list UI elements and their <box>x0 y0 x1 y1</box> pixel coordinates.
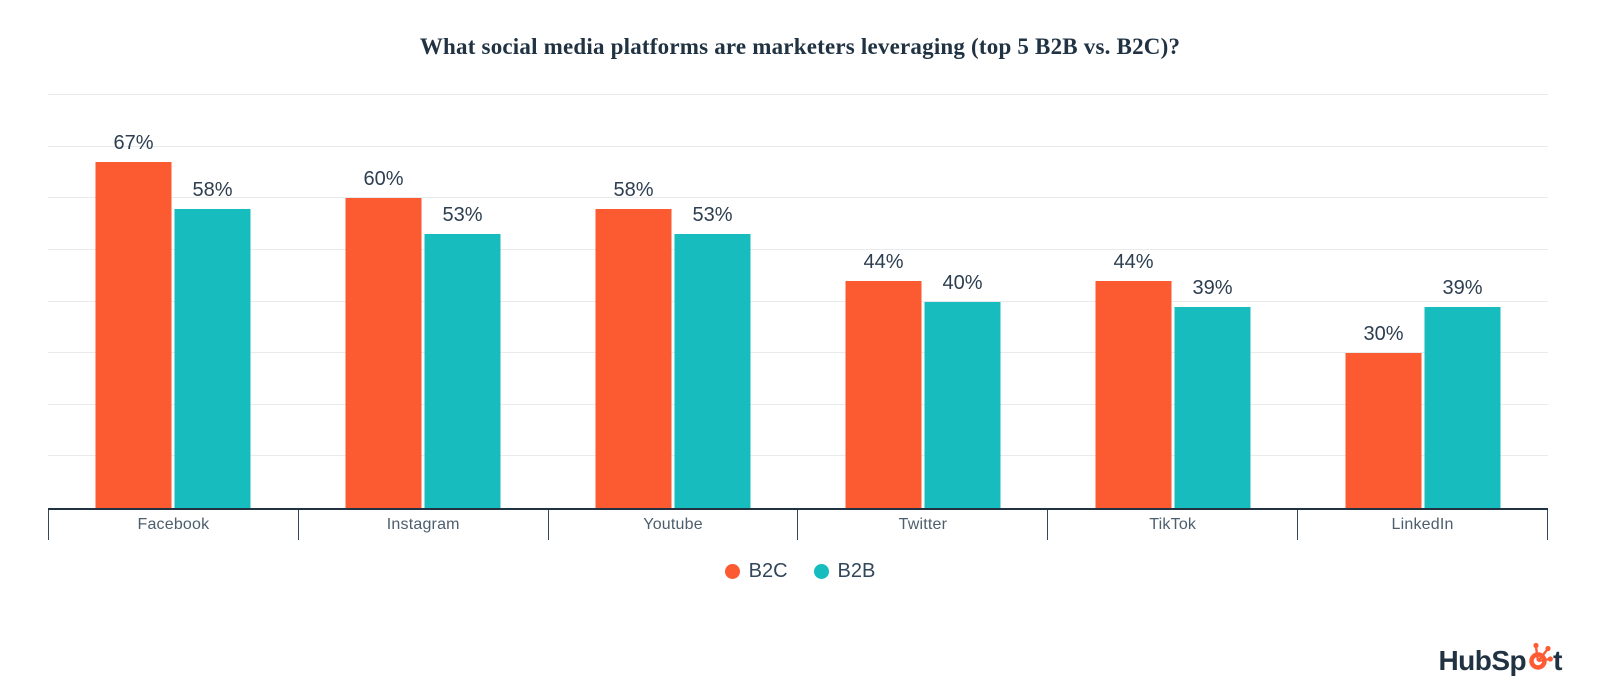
bar-group-twitter: 44% 40% <box>798 95 1048 508</box>
bar-wrap-b2b-twitter: 40% <box>924 95 1001 508</box>
hubspot-logo: HubSp t <box>1438 641 1562 677</box>
bar-value-label-b2c-facebook: 67% <box>113 132 154 155</box>
bar-wrap-b2b-linkedin: 39% <box>1424 95 1501 508</box>
x-axis-label-facebook: Facebook <box>48 510 298 540</box>
bar-value-label-b2c-linkedin: 30% <box>1363 323 1404 346</box>
hubspot-logo-text-prefix: HubSp <box>1438 645 1527 676</box>
bar-wrap-b2c-youtube: 58% <box>595 95 672 508</box>
bar-group-youtube: 58% 53% <box>548 95 798 508</box>
chart-title: What social media platforms are marketer… <box>419 34 1181 59</box>
legend-label-b2c: B2C <box>748 560 788 582</box>
x-axis-label-instagram: Instagram <box>297 510 548 540</box>
bar-b2c-linkedin <box>1345 353 1422 508</box>
hubspot-sprocket-icon <box>1527 641 1554 678</box>
bar-b2b-facebook <box>174 208 251 508</box>
hubspot-logo-text-suffix: t <box>1553 645 1562 676</box>
legend-item-b2c: B2C <box>724 560 788 583</box>
bar-b2c-instagram <box>345 198 422 508</box>
x-axis: Facebook Instagram Youtube Twitter TikTok Lin… <box>48 508 1548 540</box>
bar-wrap-b2b-tiktok: 39% <box>1174 95 1251 508</box>
bar-wrap-b2c-linkedin: 30% <box>1345 95 1422 508</box>
bar-pair-twitter: 44% 40% <box>845 95 1001 508</box>
bar-group-tiktok: 44% 39% <box>1048 95 1298 508</box>
x-axis-label-linkedin: LinkedIn <box>1297 510 1548 540</box>
plot-area: 67% 58% 60% 53% 58% 53% 44% 40% 44% 39% 30% 39% <box>48 94 1548 508</box>
gridline-40 <box>48 300 1548 302</box>
gridline-30 <box>48 352 1548 354</box>
bar-wrap-b2c-tiktok: 44% <box>1095 95 1172 508</box>
bar-pair-facebook: 67% 58% <box>95 95 251 508</box>
gridline-50 <box>48 248 1548 250</box>
legend-dot-b2b-icon <box>813 564 829 579</box>
bar-wrap-b2b-youtube: 53% <box>674 95 751 508</box>
bar-b2c-facebook <box>95 162 172 508</box>
gridline-70 <box>48 145 1548 147</box>
legend-dot-b2c-icon <box>724 564 740 579</box>
bar-b2b-twitter <box>924 301 1001 508</box>
gridline-20 <box>48 403 1548 405</box>
bar-group-linkedin: 30% 39% <box>1298 95 1548 508</box>
bar-wrap-b2c-instagram: 60% <box>345 95 422 508</box>
x-axis-label-twitter: Twitter <box>797 510 1047 540</box>
bar-b2b-linkedin <box>1424 306 1501 508</box>
bar-b2c-twitter <box>845 280 922 508</box>
bar-value-label-b2c-instagram: 60% <box>363 168 404 191</box>
gridline-80 <box>48 94 1548 95</box>
legend: B2C B2B <box>0 560 1600 583</box>
bar-pair-youtube: 58% 53% <box>595 95 751 508</box>
bar-value-label-b2c-tiktok: 44% <box>1113 250 1154 273</box>
legend-item-b2b: B2B <box>813 560 876 583</box>
bar-wrap-b2b-facebook: 58% <box>174 95 251 508</box>
x-axis-label-youtube: Youtube <box>547 510 798 540</box>
bar-value-label-b2c-youtube: 58% <box>613 178 654 201</box>
bar-b2b-instagram <box>424 234 501 508</box>
bar-group-facebook: 67% 58% <box>48 95 298 508</box>
bar-group-instagram: 60% 53% <box>298 95 548 508</box>
bar-value-label-b2b-facebook: 58% <box>192 178 233 201</box>
bar-pair-linkedin: 30% 39% <box>1345 95 1501 508</box>
bar-wrap-b2c-facebook: 67% <box>95 95 172 508</box>
bar-pair-tiktok: 44% 39% <box>1095 95 1251 508</box>
bar-wrap-b2c-twitter: 44% <box>845 95 922 508</box>
x-axis-label-tiktok: TikTok <box>1047 510 1297 540</box>
legend-label-b2b: B2B <box>837 560 876 582</box>
bar-b2b-tiktok <box>1174 306 1251 508</box>
gridline-60 <box>48 197 1548 199</box>
bar-b2c-youtube <box>595 208 672 508</box>
bar-value-label-b2b-twitter: 40% <box>942 271 983 294</box>
bar-value-label-b2b-tiktok: 39% <box>1192 276 1233 299</box>
gridline-10 <box>48 455 1548 457</box>
bar-value-label-b2c-twitter: 44% <box>863 250 904 273</box>
bar-value-label-b2b-linkedin: 39% <box>1442 276 1483 299</box>
bar-value-label-b2b-instagram: 53% <box>442 204 483 227</box>
bar-value-label-b2b-youtube: 53% <box>692 204 733 227</box>
bar-pair-instagram: 60% 53% <box>345 95 501 508</box>
bar-b2c-tiktok <box>1095 280 1172 508</box>
bar-wrap-b2b-instagram: 53% <box>424 95 501 508</box>
bar-b2b-youtube <box>674 234 751 508</box>
